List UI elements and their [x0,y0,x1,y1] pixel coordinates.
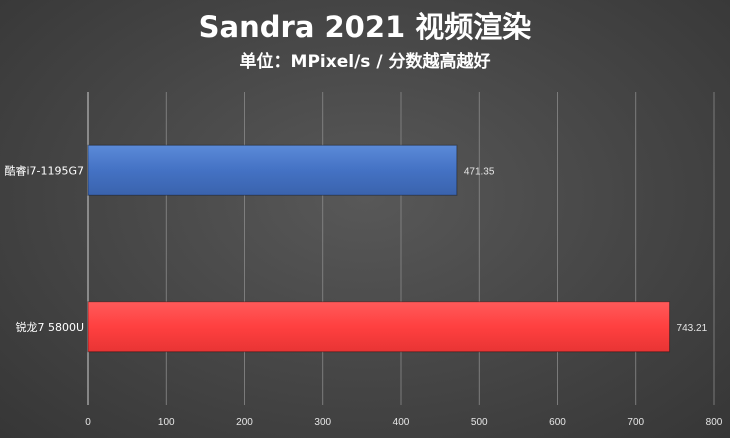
x-tick-label: 600 [549,417,566,428]
category-label: 锐龙7 5800U [15,320,84,334]
data-label: 743.21 [677,323,708,334]
x-tick-label: 100 [158,417,175,428]
chart-subtitle: 单位：MPixel/s / 分数越高越好 [239,52,491,72]
x-tick-label: 700 [627,417,644,428]
x-tick-label: 0 [85,417,91,428]
x-tick-label: 200 [236,417,253,428]
category-label: 酷睿i7-1195G7 [4,163,84,177]
x-tick-label: 800 [706,417,723,428]
bar [87,144,458,196]
bars [87,144,671,353]
x-tick-label: 400 [393,417,410,428]
grid-lines [87,92,715,405]
x-tick-label: 500 [471,417,488,428]
data-label: 471.35 [464,166,495,177]
labels: 0 100 200 300 400 500 600 700 800 酷睿i7-1195G7 471.… [4,163,722,428]
chart-title: Sandra 2021 视频渲染 [198,10,532,44]
bar [87,301,671,353]
x-tick-label: 300 [314,417,331,428]
